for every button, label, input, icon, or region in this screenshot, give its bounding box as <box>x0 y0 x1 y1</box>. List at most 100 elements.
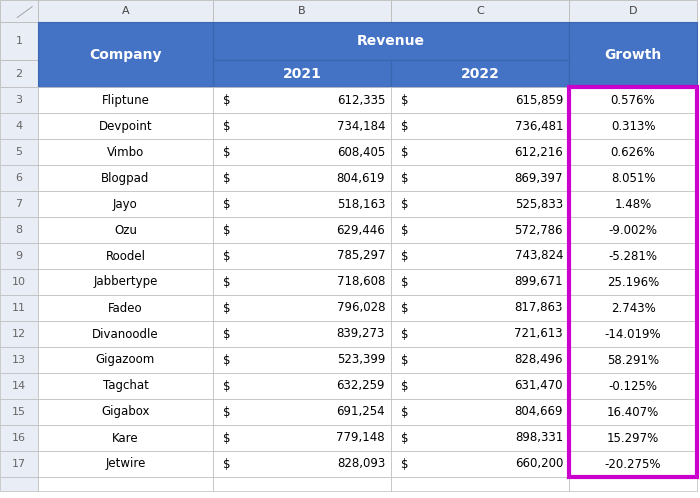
Bar <box>213 425 391 451</box>
Text: 608,405: 608,405 <box>337 145 385 158</box>
Bar <box>213 399 391 425</box>
Text: $: $ <box>223 301 230 315</box>
Text: D: D <box>629 6 637 16</box>
Bar <box>391 191 569 217</box>
Text: 629,446: 629,446 <box>336 224 385 237</box>
Text: Ozu: Ozu <box>114 224 137 237</box>
Text: 796,028: 796,028 <box>337 301 385 315</box>
Text: $: $ <box>401 120 409 132</box>
Text: 721,613: 721,613 <box>514 328 563 341</box>
Text: 736,481: 736,481 <box>514 120 563 132</box>
Text: Divanoodle: Divanoodle <box>92 328 159 341</box>
Bar <box>213 295 391 321</box>
Bar <box>38 139 213 165</box>
Text: $: $ <box>223 458 230 471</box>
Text: $: $ <box>223 431 230 445</box>
Bar <box>0 113 38 139</box>
Bar <box>391 477 569 491</box>
Text: 828,093: 828,093 <box>337 458 385 471</box>
Text: 523,399: 523,399 <box>337 354 385 367</box>
Text: 804,669: 804,669 <box>514 405 563 418</box>
Text: 612,216: 612,216 <box>514 145 563 158</box>
Bar <box>213 113 391 139</box>
Bar <box>0 451 38 477</box>
Text: 25.196%: 25.196% <box>607 275 659 288</box>
Bar <box>391 165 569 191</box>
Text: 5: 5 <box>15 147 22 157</box>
Text: 828,496: 828,496 <box>514 354 563 367</box>
Text: C: C <box>476 6 484 16</box>
Bar <box>213 269 391 295</box>
Bar <box>569 165 697 191</box>
Text: 632,259: 632,259 <box>337 379 385 392</box>
Text: 2.743%: 2.743% <box>610 301 655 315</box>
Text: 899,671: 899,671 <box>514 275 563 288</box>
Text: $: $ <box>223 198 230 211</box>
Bar <box>569 269 697 295</box>
Text: $: $ <box>223 145 230 158</box>
Bar <box>391 269 569 295</box>
Bar <box>213 191 391 217</box>
Text: $: $ <box>401 328 409 341</box>
Bar <box>391 321 569 347</box>
Bar <box>213 165 391 191</box>
Text: Blogpad: Blogpad <box>102 171 150 184</box>
Text: $: $ <box>401 94 409 107</box>
Text: 15: 15 <box>12 407 26 417</box>
Bar <box>391 295 569 321</box>
Text: -0.125%: -0.125% <box>608 379 657 392</box>
Text: $: $ <box>401 249 409 262</box>
Text: $: $ <box>401 379 409 392</box>
Bar <box>569 347 697 373</box>
Bar <box>569 373 697 399</box>
Bar <box>569 22 697 87</box>
Bar <box>0 22 38 60</box>
Text: 734,184: 734,184 <box>337 120 385 132</box>
Bar <box>391 60 569 87</box>
Text: Jabbertype: Jabbertype <box>93 275 158 288</box>
Bar <box>38 243 213 269</box>
Text: 785,297: 785,297 <box>337 249 385 262</box>
Text: 525,833: 525,833 <box>515 198 563 211</box>
Text: 1.48%: 1.48% <box>615 198 652 211</box>
Text: $: $ <box>223 94 230 107</box>
Bar <box>213 477 391 491</box>
Bar <box>38 217 213 243</box>
Text: $: $ <box>401 145 409 158</box>
Text: 2021: 2021 <box>283 67 321 81</box>
Bar <box>38 451 213 477</box>
Bar <box>213 87 391 113</box>
Text: 779,148: 779,148 <box>337 431 385 445</box>
Bar <box>391 0 569 22</box>
Bar <box>569 477 697 491</box>
Bar <box>569 243 697 269</box>
Bar <box>569 139 697 165</box>
Bar <box>0 399 38 425</box>
Text: Roodel: Roodel <box>106 249 146 262</box>
Text: 2: 2 <box>15 69 22 79</box>
Text: Kare: Kare <box>112 431 139 445</box>
Bar <box>38 191 213 217</box>
Bar <box>391 139 569 165</box>
Text: -5.281%: -5.281% <box>608 249 657 262</box>
Bar <box>213 243 391 269</box>
Bar <box>0 321 38 347</box>
Bar <box>38 113 213 139</box>
Text: 14: 14 <box>12 381 26 391</box>
Text: 1: 1 <box>15 36 22 46</box>
Text: $: $ <box>401 275 409 288</box>
Bar <box>0 373 38 399</box>
Text: 743,824: 743,824 <box>514 249 563 262</box>
Text: $: $ <box>223 275 230 288</box>
Text: 898,331: 898,331 <box>514 431 563 445</box>
Text: 8: 8 <box>15 225 22 235</box>
Bar <box>38 425 213 451</box>
Bar <box>569 87 697 477</box>
Text: -9.002%: -9.002% <box>608 224 657 237</box>
Text: 0.576%: 0.576% <box>610 94 655 107</box>
Text: Fliptune: Fliptune <box>102 94 149 107</box>
Text: $: $ <box>223 379 230 392</box>
Bar <box>391 87 569 113</box>
Bar <box>0 425 38 451</box>
Text: 0.313%: 0.313% <box>610 120 655 132</box>
